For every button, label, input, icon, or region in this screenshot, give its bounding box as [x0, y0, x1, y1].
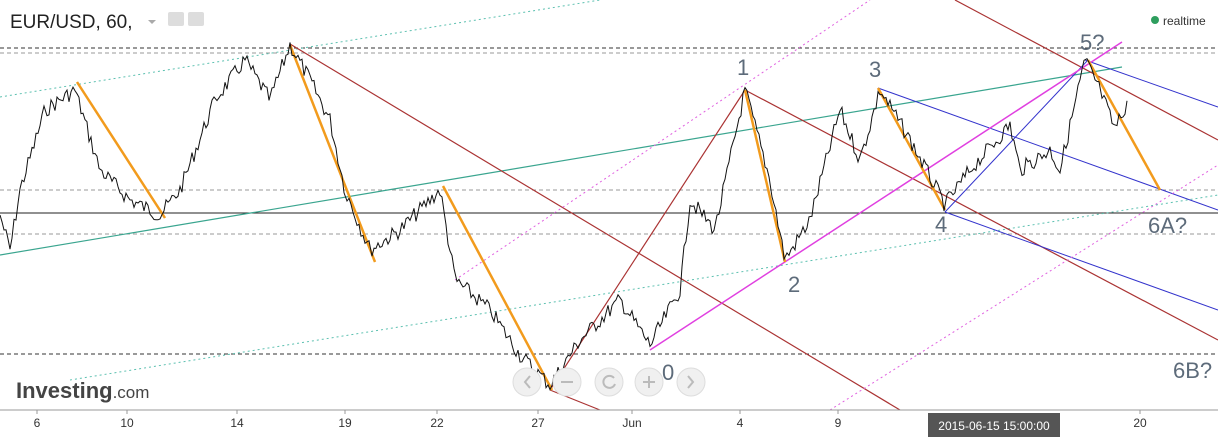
crosshair-label: 2015-06-15 15:00:00 — [938, 419, 1050, 433]
logo-brand: Investing — [16, 378, 113, 403]
drawings — [0, 0, 1218, 411]
trend-line — [649, 41, 1123, 351]
trend-line — [289, 43, 901, 411]
status-dot — [1151, 16, 1159, 24]
x-tick-label: 4 — [737, 416, 744, 430]
wave-label: 6A? — [1148, 213, 1187, 238]
reset[interactable] — [594, 367, 624, 397]
dropdown-icon[interactable] — [148, 20, 156, 24]
x-axis-labels: 6 10 14 19 22 27 Jun 4 9 20 — [34, 410, 1147, 430]
eye-button[interactable] — [168, 12, 184, 26]
trend-line — [69, 194, 1218, 381]
trend-line — [0, 0, 601, 98]
wave-label: 1 — [737, 55, 749, 80]
logo-suffix: .com — [113, 383, 150, 402]
nav-left[interactable] — [512, 367, 542, 397]
trend-line — [944, 211, 1218, 311]
x-tick-label: 9 — [835, 416, 842, 430]
trend-line — [0, 66, 1123, 256]
trend-line — [877, 87, 1218, 211]
x-tick-label: 14 — [230, 416, 244, 430]
wave-label: 5? — [1080, 30, 1104, 55]
x-tick-label: Jun — [622, 416, 641, 430]
wave-label: 3 — [869, 57, 881, 82]
trend-line — [1084, 59, 1218, 108]
trend-line — [944, 59, 1089, 213]
x-tick-label: 6 — [34, 416, 41, 430]
nav-right[interactable] — [676, 367, 706, 397]
trend-line — [549, 89, 746, 391]
logo: Investing.com — [16, 378, 149, 403]
status: realtime — [1163, 14, 1206, 28]
x-tick-label: 10 — [120, 416, 134, 430]
crosshair-box — [928, 413, 1060, 437]
wave-label: 6B? — [1173, 358, 1212, 383]
trend-line — [829, 164, 1218, 411]
nav-buttons — [512, 367, 706, 397]
trend-line — [454, 0, 871, 281]
trend-line — [744, 89, 1218, 341]
trend-line — [954, 0, 1218, 141]
x-tick-label: 27 — [531, 416, 545, 430]
wave-label: 0 — [662, 360, 674, 385]
wave-label: 2 — [788, 272, 800, 297]
wave-label: 4 — [935, 212, 947, 237]
nav-icons — [523, 374, 695, 389]
settings-button[interactable] — [188, 12, 204, 26]
x-tick-label: 22 — [430, 416, 444, 430]
x-tick-label: 19 — [338, 416, 352, 430]
symbol: EUR/USD, 60, — [10, 12, 132, 33]
x-tick-label: 20 — [1133, 416, 1147, 430]
